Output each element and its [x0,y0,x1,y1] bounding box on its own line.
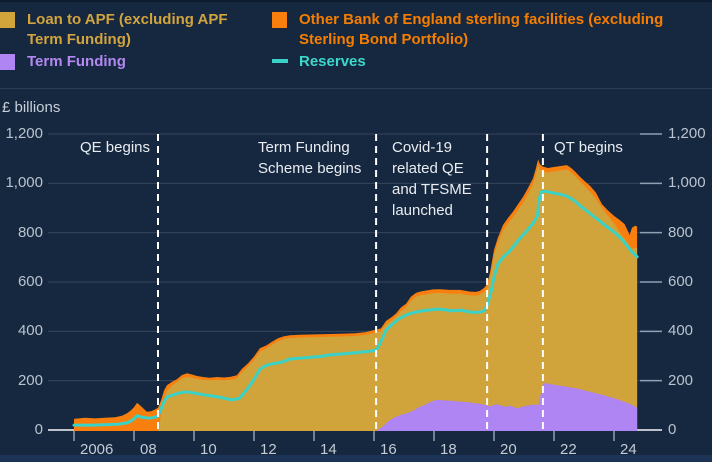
y-axis-label-right: 400 [668,322,694,340]
top-border [0,0,712,2]
gold-swatch-icon [0,12,15,28]
legend-divider [0,88,712,89]
legend-label-loan-apf: Loan to APF (excluding APF Term Funding) [27,11,228,48]
annotation-term-funding-scheme: Term Funding Scheme begins [258,139,362,177]
legend-item-term-funding: Term Funding [0,52,126,72]
y-axis-label-right: 800 [668,223,694,241]
y-axis-label-right: 1,200 [668,125,706,142]
orange-swatch-icon [272,12,287,28]
legend-label-other-facilities: Other Bank of England sterling facilitie… [299,11,664,48]
y-axis-label-right: 600 [668,273,694,290]
teal-line-swatch-icon [272,59,288,63]
y-axis-label-left: 800 [17,223,43,241]
reserves-line [72,189,639,427]
y-axis-label-left: 1,000 [5,174,43,192]
y-axis-label-left: 0 [34,421,43,438]
legend-item-loan-apf: Loan to APF (excluding APF Term Funding) [0,10,259,50]
annotation-qt-begins: QT begins [554,139,623,156]
y-axis-label-right: 200 [668,371,694,389]
x-axis-label: 2006 [80,441,114,458]
x-axis-label: 18 [440,441,457,458]
legend-label-term-funding: Term Funding [27,53,126,70]
annotation-covid-qe-tfsme: Covid-19 related QE and TFSME launched [392,139,472,219]
x-axis-label: 24 [620,441,637,458]
y-axis-label-right: 0 [668,421,677,438]
x-axis-label: 22 [560,441,577,458]
x-axis-label: 20 [500,441,517,458]
legend-label-reserves: Reserves [299,53,366,70]
area-loan-to-apf-excluding-ap [158,165,638,432]
y-axis-label-left: 1,200 [5,125,43,142]
purple-swatch-icon [0,54,15,70]
legend-item-reserves: Reserves [272,52,366,72]
y-axis-label-left: 400 [17,322,43,340]
y-axis-label-right: 1,000 [668,174,706,192]
x-axis-label: 14 [320,441,337,458]
x-axis-label: 16 [380,441,397,458]
y-axis-label-left: 600 [17,273,43,290]
x-axis-label: 12 [260,441,277,458]
x-axis-label: 08 [140,441,157,458]
area-term-funding [377,383,638,431]
x-axis-label: 10 [200,441,217,458]
annotation-qe-begins: QE begins [79,139,150,156]
legend-item-other-facilities: Other Bank of England sterling facilitie… [272,10,699,50]
y-axis-label-left: 200 [17,371,43,389]
y-axis-units-label: £ billions [2,99,61,116]
footer-bar [0,455,712,462]
